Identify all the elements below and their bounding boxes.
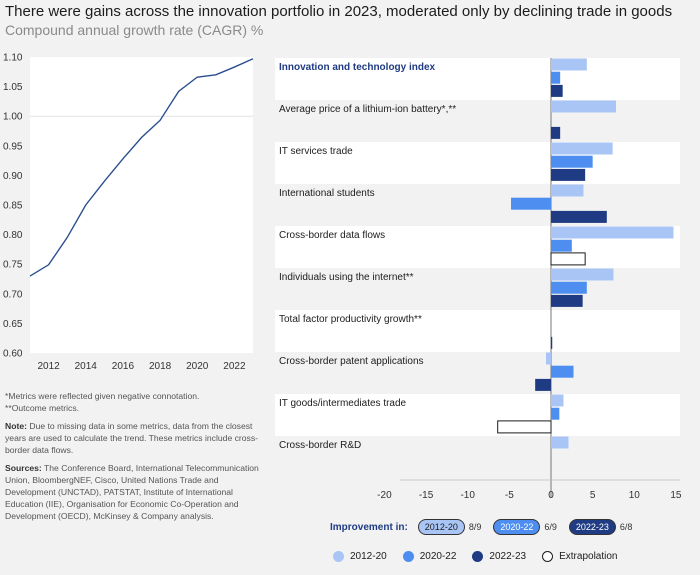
bar-x-tick: 0	[548, 490, 554, 501]
bar-row-band	[275, 310, 680, 352]
bar-category-label: Individuals using the internet**	[279, 272, 414, 283]
legend: 2012-20 2020-22 2022-23 Extrapolation	[333, 551, 633, 562]
bar-2020-22	[551, 365, 574, 378]
bar-category-label: Total factor productivity growth**	[279, 314, 422, 325]
bar-category-label: IT services trade	[279, 146, 353, 157]
bar-category-label: Cross-border patent applications	[279, 356, 424, 367]
bar-2020-22	[511, 197, 551, 210]
bar-category-label: Cross-border R&D	[279, 440, 361, 451]
bar-2022-23	[497, 420, 552, 434]
bar-2012-20	[551, 100, 616, 113]
bar-category-label: IT goods/intermediates trade	[279, 398, 407, 409]
improvement-row: Improvement in: 2012-20 8/9 2020-22 6/9 …	[330, 519, 644, 535]
legend-swatch-icon	[333, 551, 344, 562]
legend-item-extrapolation: Extrapolation	[542, 551, 617, 562]
bar-x-tick: 10	[629, 490, 641, 501]
line-chart-y-tick: 0.60	[3, 349, 23, 360]
note-negative-connotation: *Metrics were reflected given negative c…	[5, 391, 200, 401]
line-chart-y-tick: 0.75	[3, 260, 23, 271]
line-chart-x-tick: 2012	[37, 361, 60, 372]
improvement-score-2020-22: 6/9	[544, 522, 557, 532]
legend-item-2022-23: 2022-23	[472, 551, 526, 562]
bar-category-label: International students	[279, 188, 375, 199]
bar-2022-23	[535, 378, 551, 391]
bar-category-label: Innovation and technology index	[279, 62, 436, 73]
bar-2022-23	[551, 294, 583, 307]
bar-2020-22	[551, 155, 593, 168]
improvement-pill-2020-22: 2020-22	[493, 519, 541, 535]
notes: *Metrics were reflected given negative c…	[5, 390, 260, 528]
legend-swatch-icon	[542, 551, 554, 562]
bar-2020-22	[551, 281, 587, 294]
line-chart-y-tick: 1.00	[3, 112, 23, 123]
line-chart-y-tick: 0.65	[3, 319, 23, 330]
bar-row-band	[275, 394, 680, 436]
chart-subtitle: Compound annual growth rate (CAGR) %	[5, 22, 264, 38]
bar-2012-20	[551, 394, 564, 407]
bar-category-label: Average price of a lithium-ion battery*,…	[279, 104, 456, 115]
line-chart-y-tick: 0.95	[3, 141, 23, 152]
bar-2012-20	[551, 226, 674, 239]
legend-swatch-icon	[402, 551, 414, 562]
line-chart-y-tick: 1.05	[3, 82, 23, 93]
bar-2022-23	[551, 126, 561, 139]
line-chart-plot-area	[30, 57, 253, 353]
line-chart-y-tick: 0.70	[3, 289, 23, 300]
line-chart-x-tick: 2018	[149, 361, 172, 372]
line-chart-x-tick: 2020	[186, 361, 209, 372]
line-chart-x-tick: 2014	[75, 361, 98, 372]
line-chart-y-tick: 1.10	[3, 53, 23, 64]
note-outcome: **Outcome metrics.	[5, 403, 80, 413]
line-chart-x-tick: 2016	[112, 361, 135, 372]
improvement-pill-2012-20: 2012-20	[417, 519, 465, 535]
line-chart-x-tick: 2022	[223, 361, 246, 372]
bar-2022-23	[550, 252, 586, 266]
legend-item-2012-20: 2012-20	[333, 551, 387, 562]
note-missing-data: Note: Due to missing data in some metric…	[5, 421, 258, 455]
bar-category-label: Cross-border data flows	[279, 230, 385, 241]
bar-2022-23	[551, 84, 563, 97]
bar-2012-20	[546, 352, 551, 365]
note-metrics: *Metrics were reflected given negative c…	[5, 390, 260, 414]
bar-2022-23	[551, 210, 607, 223]
bar-x-tick: 5	[590, 490, 596, 501]
bar-x-tick: -5	[505, 490, 514, 501]
line-chart-y-tick: 0.80	[3, 230, 23, 241]
improvement-score-2022-23: 6/8	[619, 522, 633, 532]
bar-2022-23	[551, 336, 553, 349]
bar-x-tick: -10	[460, 490, 475, 501]
bar-row-band	[275, 58, 680, 100]
bar-x-tick: -15	[419, 490, 434, 501]
line-chart-y-tick: 0.85	[3, 201, 23, 212]
chart-title: There were gains across the innovation p…	[5, 3, 673, 20]
bar-2020-22	[551, 407, 560, 420]
legend-item-2020-22: 2020-22	[402, 551, 456, 562]
bar-x-tick: 15	[670, 490, 682, 501]
bar-2012-20	[551, 268, 614, 281]
line-series	[29, 58, 254, 277]
bar-2020-22	[551, 71, 561, 84]
bar-2012-20	[551, 58, 587, 71]
bar-2022-23	[551, 168, 586, 181]
note-sources: Sources: The Conference Board, Internati…	[5, 463, 259, 521]
line-chart-y-tick: 0.90	[3, 171, 23, 182]
improvement-pill-2022-23: 2022-23	[568, 519, 616, 535]
bar-2012-20	[551, 184, 584, 197]
bar-2012-20	[551, 436, 569, 449]
legend-swatch-icon	[472, 551, 484, 562]
bar-2012-20	[551, 142, 613, 155]
improvement-label: Improvement in:	[330, 521, 408, 533]
improvement-score-2012-20: 8/9	[468, 522, 482, 532]
bar-x-tick: -20	[377, 490, 392, 501]
bar-2020-22	[551, 239, 572, 252]
